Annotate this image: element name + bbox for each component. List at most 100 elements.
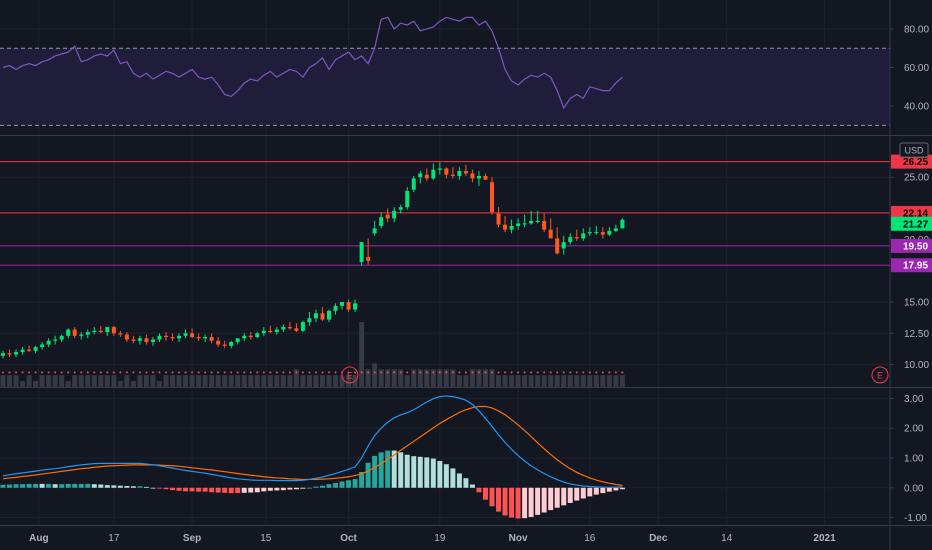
- time-axis[interactable]: Aug 17 Sep 15 Oct 19 Nov 16 Dec 14 2021: [29, 533, 836, 544]
- candle-body: [607, 230, 612, 235]
- volume-bar: [456, 375, 462, 387]
- volume-bar: [561, 375, 567, 387]
- volume-ma-dot: [510, 371, 513, 374]
- volume-ma-dot: [112, 371, 115, 374]
- volume-bar: [593, 375, 599, 387]
- volume-ma-dot: [60, 371, 63, 374]
- candle-body: [131, 339, 136, 341]
- volume-ma-dot: [269, 371, 272, 374]
- volume-ma-dot: [21, 371, 24, 374]
- macd-histogram-bar: [430, 458, 436, 488]
- level-tag-box: [891, 154, 932, 169]
- price-axis[interactable]: 80.0060.0040.0025.0020.0015.0012.5010.00…: [890, 24, 929, 524]
- macd-histogram-bar: [235, 487, 241, 494]
- rsi-axis-label: 60.00: [904, 63, 929, 74]
- macd-histogram-bar: [248, 487, 254, 493]
- volume-bar: [176, 375, 182, 387]
- volume-ma-dot: [236, 371, 239, 374]
- macd-histogram-bar: [59, 484, 65, 488]
- candle-body: [353, 303, 358, 310]
- macd-histogram-bar: [117, 485, 123, 488]
- candle-body: [92, 330, 97, 333]
- macd-histogram-bar: [0, 484, 6, 488]
- volume-ma-dot: [497, 371, 500, 374]
- macd-histogram-bar: [189, 487, 195, 492]
- macd-histogram-bar: [554, 487, 560, 508]
- level-tag-box: [891, 238, 932, 253]
- candle-body: [568, 237, 573, 243]
- candle-body: [255, 333, 260, 338]
- earnings-marker-circle[interactable]: [341, 366, 359, 384]
- candlesticks: [1, 162, 625, 359]
- volume-ma-dot: [184, 371, 187, 374]
- time-axis-label: Dec: [649, 533, 668, 544]
- volume-ma-dots: [2, 371, 624, 374]
- horizontal-levels[interactable]: [0, 161, 890, 266]
- volume-bar: [613, 375, 619, 387]
- candle-body: [574, 237, 579, 239]
- candle-body: [85, 332, 90, 335]
- volume-ma-dot: [614, 371, 617, 374]
- candle-body: [340, 302, 345, 306]
- candle-body: [261, 330, 266, 334]
- volume-ma-dot: [106, 371, 109, 374]
- rsi-pane[interactable]: [0, 16, 890, 126]
- volume-bar: [248, 375, 254, 387]
- volume-ma-dot: [360, 371, 363, 374]
- candle-body: [203, 337, 208, 339]
- volume-bar: [574, 375, 580, 387]
- candle-body: [222, 344, 227, 346]
- volume-bar: [104, 375, 110, 387]
- volume-bar: [59, 375, 65, 387]
- volume-ma-dot: [86, 371, 89, 374]
- candle-body: [144, 338, 149, 343]
- macd-histogram-bar: [156, 487, 162, 489]
- macd-histogram-bar: [111, 485, 117, 488]
- candle-body: [405, 190, 410, 208]
- volume-bar: [469, 369, 475, 387]
- earnings-marker-label: E: [347, 371, 353, 381]
- macd-histogram-bar: [593, 487, 599, 495]
- volume-ma-dot: [151, 371, 154, 374]
- candle-body: [274, 329, 279, 333]
- candle-body: [470, 173, 475, 179]
- level-tag-label: 22.14: [903, 208, 928, 219]
- candle-body: [581, 233, 586, 239]
- volume-ma-dot: [301, 371, 304, 374]
- candle-body: [490, 182, 494, 213]
- volume-bar: [46, 375, 52, 387]
- volume-bar: [39, 375, 45, 387]
- candle-body: [613, 228, 618, 231]
- last-price-tag-box: [891, 216, 932, 231]
- volume-ma-dot: [451, 371, 454, 374]
- candle-body: [548, 229, 553, 239]
- volume-ma-dot: [204, 371, 207, 374]
- volume-ma-dot: [93, 371, 96, 374]
- macd-pane[interactable]: [0, 395, 625, 519]
- macd-histogram-bar: [7, 484, 13, 488]
- volume-bar: [274, 375, 280, 387]
- candle-body: [14, 352, 19, 355]
- macd-histogram-bar: [600, 487, 606, 494]
- candle-body: [313, 313, 318, 319]
- macd-histogram-bar: [398, 452, 404, 488]
- volume-bar: [287, 375, 293, 387]
- candle-body: [483, 175, 488, 180]
- currency-badge[interactable]: USD: [899, 142, 929, 158]
- macd-axis-label: -1.00: [904, 513, 927, 524]
- volume-bar: [13, 375, 19, 387]
- volume-bar: [333, 375, 339, 387]
- candle-body: [516, 223, 521, 226]
- volume-ma-dot: [399, 371, 402, 374]
- volume-bar: [163, 375, 169, 387]
- volume-bar: [450, 369, 456, 387]
- level-tag-label: 26.25: [903, 157, 928, 168]
- earnings-marker-circle[interactable]: [871, 366, 889, 384]
- candle-body: [522, 223, 527, 225]
- macd-histogram-bar: [489, 487, 495, 507]
- macd-histogram-bar: [137, 486, 143, 488]
- macd-histogram-bar: [143, 486, 149, 488]
